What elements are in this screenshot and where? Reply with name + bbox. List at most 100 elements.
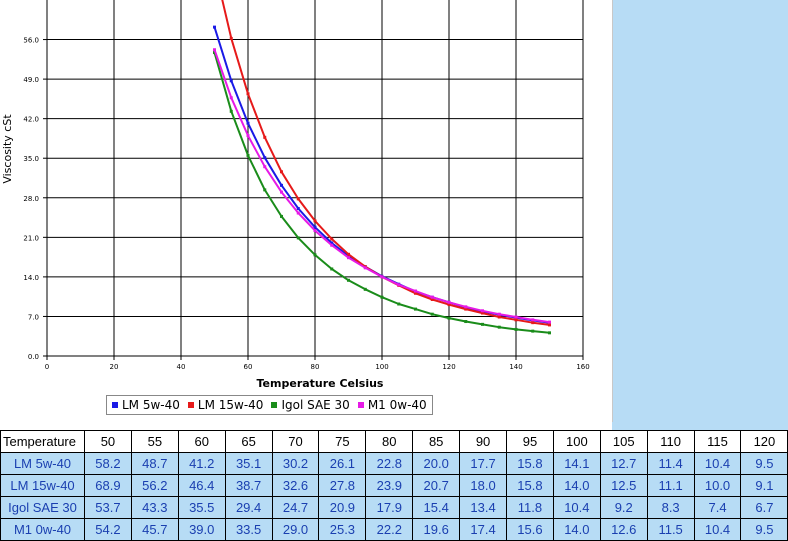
table-cell: 10.4 (552, 496, 601, 519)
data-point (263, 156, 267, 160)
table-cell: 9.5 (740, 452, 788, 475)
data-point (514, 327, 518, 331)
table-cell: 32.6 (271, 474, 320, 497)
data-point (481, 322, 484, 326)
data-point (246, 134, 250, 138)
table-cell: 13.4 (459, 496, 508, 519)
series-layer (213, 0, 551, 335)
data-point (548, 323, 551, 327)
legend: LM 5w-40 LM 15w-40 Igol SAE 30 M1 0w-40 (106, 395, 433, 415)
table-cell: 6.7 (740, 496, 788, 519)
table-row: LM 5w-40 58.2 48.7 41.2 35.1 30.2 26.1 22.8 20.0… (0, 452, 788, 475)
legend-entry: M1 0w-40 (357, 398, 427, 412)
table-cell: 22.8 (365, 452, 414, 475)
row-label-cell: M1 0w-40 (0, 518, 85, 541)
table-cell: 8.3 (646, 496, 695, 519)
data-point (548, 320, 551, 324)
table-cell: 75 (318, 430, 367, 453)
table-cell: 115 (693, 430, 742, 453)
data-point (397, 302, 401, 306)
table-cell: 46.4 (177, 474, 226, 497)
table-cell: 9.1 (740, 474, 788, 497)
legend-swatch (271, 402, 278, 408)
table-cell: 53.7 (84, 496, 132, 519)
data-point (363, 266, 367, 270)
table-cell: 35.1 (224, 452, 273, 475)
table-cell: 12.5 (599, 474, 648, 497)
data-point (481, 309, 484, 313)
table-cell: 17.7 (459, 452, 508, 475)
table-cell: 41.2 (177, 452, 226, 475)
data-point (447, 303, 451, 307)
legend-label: LM 5w-40 (122, 398, 180, 412)
legend-entry: Igol SAE 30 (271, 398, 350, 412)
table-cell: 54.2 (84, 518, 132, 541)
table-cell: 65 (224, 430, 273, 453)
x-tick-label: 20 (110, 363, 119, 371)
data-point (347, 278, 350, 282)
table-cell: 10.4 (693, 518, 742, 541)
data-point (263, 188, 267, 192)
table-cell: 11.8 (506, 496, 554, 519)
y-axis-title: Viscosity cSt (1, 114, 14, 184)
table-cell: 85 (412, 430, 461, 453)
table-cell: 90 (459, 430, 508, 453)
data-point (464, 305, 468, 309)
table-cell: 35.5 (177, 496, 226, 519)
table-cell: 25.3 (318, 518, 367, 541)
x-tick-label: 160 (576, 363, 589, 371)
table-cell: 10.4 (693, 452, 742, 475)
table-cell: 110 (646, 430, 695, 453)
data-point (414, 289, 417, 293)
data-point (313, 219, 317, 223)
x-tick-label: 40 (177, 363, 186, 371)
grid (43, 0, 584, 360)
data-point (514, 318, 518, 322)
data-point (263, 165, 267, 169)
table-cell: 26.1 (318, 452, 367, 475)
table-cell: 29.0 (271, 518, 320, 541)
table-cell: 56.2 (130, 474, 179, 497)
table-cell: 9.2 (599, 496, 648, 519)
data-point (430, 295, 434, 299)
table-cell: 15.8 (506, 474, 554, 497)
table-row: Igol SAE 30 53.7 43.3 35.5 29.4 24.7 20.9 17.9 1… (0, 496, 788, 519)
data-point (280, 183, 283, 187)
data-point (414, 291, 417, 295)
data-point (246, 92, 250, 96)
x-tick-label: 140 (509, 363, 522, 371)
y-tick-label: 56.0 (23, 37, 39, 45)
table-cell: 58.2 (84, 452, 132, 475)
table-cell: 20.7 (412, 474, 461, 497)
table-cell: 22.2 (365, 518, 414, 541)
table-cell: 19.6 (412, 518, 461, 541)
data-point (229, 96, 233, 100)
data-point (347, 256, 350, 260)
legend-label: Igol SAE 30 (281, 398, 350, 412)
table-cell: 29.4 (224, 496, 273, 519)
table-cell: 10.0 (693, 474, 742, 497)
table-cell: 50 (84, 430, 132, 453)
data-point (229, 79, 233, 83)
table-cell: 11.1 (646, 474, 695, 497)
table-cell: 70 (271, 430, 320, 453)
table-cell: 12.7 (599, 452, 648, 475)
y-tick-label: 28.0 (23, 195, 39, 203)
legend-label: M1 0w-40 (367, 398, 427, 412)
table-header-row: Temperature 50 55 60 65 70 75 80 85 90 95 100 105 110… (0, 430, 788, 453)
table-cell: 20.0 (412, 452, 461, 475)
legend-label: LM 15w-40 (197, 398, 264, 412)
table-cell: 14.1 (552, 452, 601, 475)
table-cell: 80 (365, 430, 414, 453)
x-axis-title: Temperature Celsius (257, 377, 384, 390)
table-cell: 9.5 (740, 518, 788, 541)
y-tick-label: 7.0 (28, 313, 39, 321)
data-point (464, 320, 468, 324)
data-point (481, 311, 484, 315)
table-cell: 120 (740, 430, 788, 453)
data-point (430, 297, 434, 301)
x-tick-label: 100 (375, 363, 388, 371)
legend-swatch (187, 402, 194, 408)
table-cell: 39.0 (177, 518, 226, 541)
data-point (531, 329, 535, 333)
